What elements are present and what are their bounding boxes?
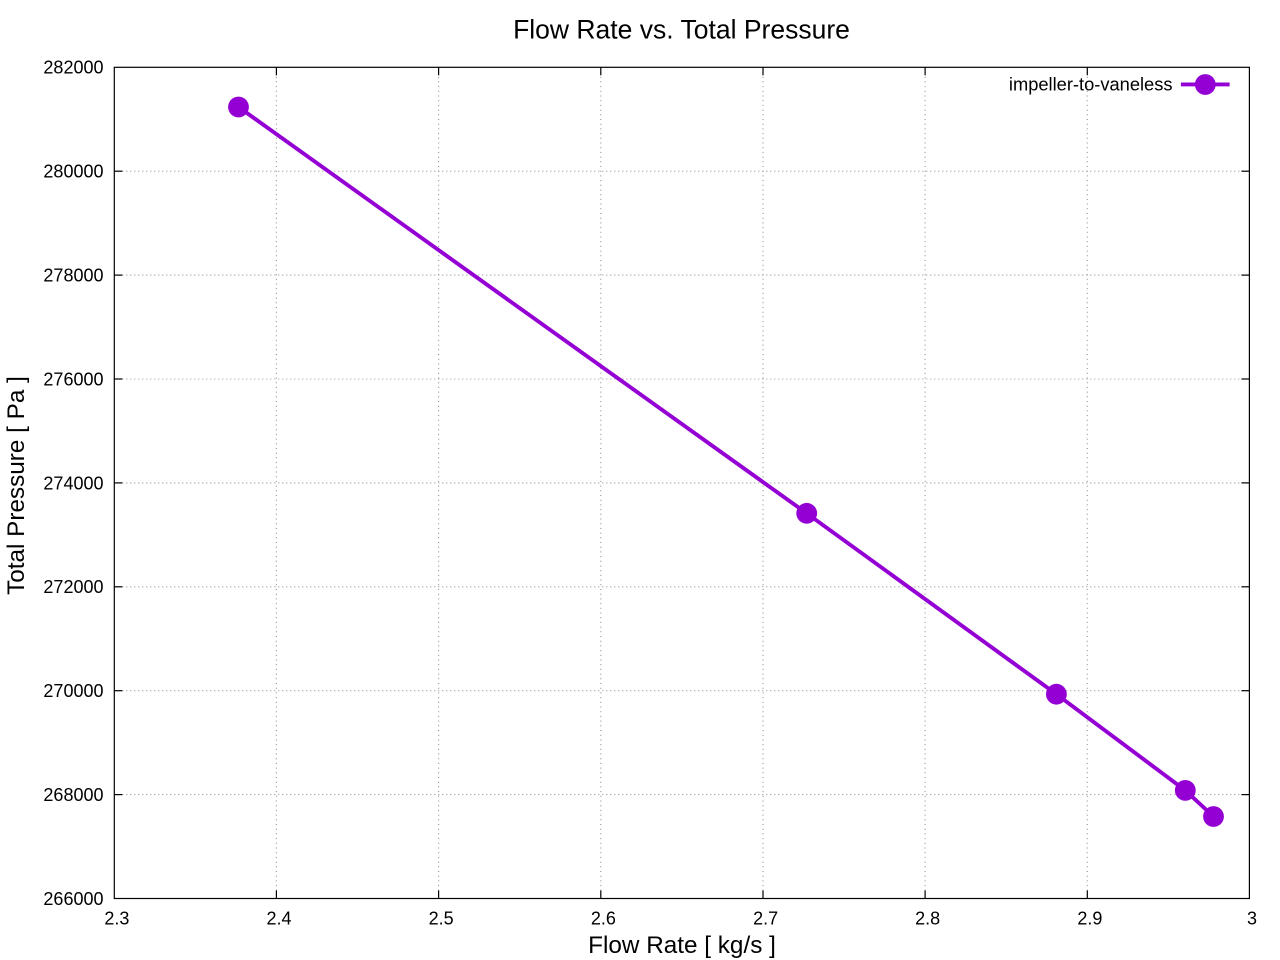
svg-text:266000: 266000 bbox=[43, 889, 103, 909]
svg-text:2.5: 2.5 bbox=[429, 909, 454, 929]
svg-text:278000: 278000 bbox=[43, 266, 103, 286]
svg-text:Flow Rate vs. Total Pressure: Flow Rate vs. Total Pressure bbox=[513, 14, 850, 44]
svg-text:2.7: 2.7 bbox=[753, 909, 778, 929]
svg-text:2.6: 2.6 bbox=[591, 909, 616, 929]
svg-text:Total Pressure [ Pa ]: Total Pressure [ Pa ] bbox=[3, 376, 30, 595]
svg-text:280000: 280000 bbox=[43, 162, 103, 182]
svg-text:268000: 268000 bbox=[43, 785, 103, 805]
svg-text:2.4: 2.4 bbox=[266, 909, 291, 929]
svg-text:2.8: 2.8 bbox=[915, 909, 940, 929]
svg-text:2.9: 2.9 bbox=[1077, 909, 1102, 929]
svg-text:270000: 270000 bbox=[43, 681, 103, 701]
svg-text:impeller-to-vaneless: impeller-to-vaneless bbox=[1009, 73, 1173, 94]
svg-text:2.3: 2.3 bbox=[104, 909, 129, 929]
svg-text:274000: 274000 bbox=[43, 473, 103, 493]
svg-text:3: 3 bbox=[1247, 909, 1257, 929]
svg-text:276000: 276000 bbox=[43, 369, 103, 389]
svg-text:Flow Rate [ kg/s ]: Flow Rate [ kg/s ] bbox=[588, 932, 776, 959]
svg-text:272000: 272000 bbox=[43, 577, 103, 597]
svg-text:282000: 282000 bbox=[43, 58, 103, 78]
